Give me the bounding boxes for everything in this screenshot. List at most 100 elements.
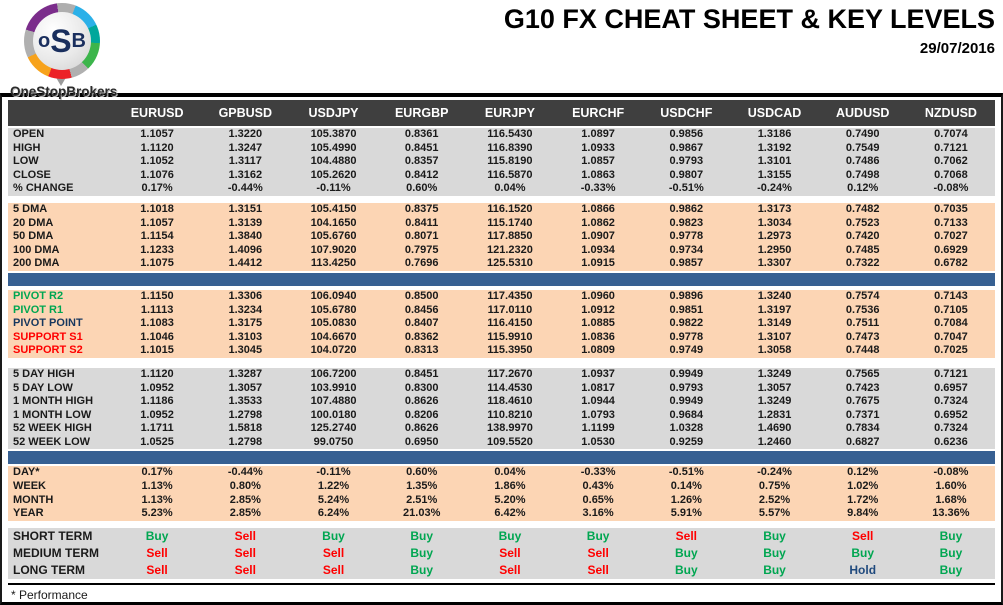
value-cell: 0.9684	[669, 408, 704, 421]
value-cell: 0.8412	[404, 168, 439, 181]
value-cell: 0.75%	[758, 480, 791, 493]
value-cell: 1.3175	[228, 317, 263, 330]
value-cell: 0.7025	[934, 344, 968, 357]
signal-cell: Buy	[145, 528, 169, 543]
value-cell: 1.3287	[228, 367, 263, 380]
value-cell: 0.6950	[404, 435, 439, 448]
value-cell: 0.7084	[934, 317, 968, 330]
value-cell: 1.3306	[228, 289, 263, 302]
column-header: USDCAD	[747, 106, 802, 120]
value-cell: 1.13%	[141, 480, 173, 493]
table-row: 5 DAY HIGH 1.1120 1.3287 106.7200 0.8451 117.…	[8, 368, 995, 382]
value-cell: 1.1154	[140, 230, 174, 243]
row-label: 20 DMA	[13, 216, 54, 229]
value-cell: 0.7549	[845, 141, 880, 154]
value-cell: 0.7322	[845, 257, 880, 270]
section-divider-bar	[8, 272, 995, 286]
value-cell: 1.1120	[140, 367, 174, 380]
value-cell: 1.68%	[935, 493, 967, 506]
signal-cell: Sell	[587, 562, 609, 577]
row-label: HIGH	[13, 141, 41, 154]
value-cell: 1.3840	[228, 230, 263, 243]
table-row: 1 MONTH LOW 1.0952 1.2798 100.0180 0.8206 110…	[8, 409, 995, 423]
value-cell: 0.7523	[845, 216, 880, 229]
value-cell: 0.8626	[404, 422, 439, 435]
value-cell: 0.9949	[669, 395, 704, 408]
value-cell: 1.0897	[581, 128, 615, 140]
value-cell: 1.3058	[757, 344, 792, 357]
row-label: 100 DMA	[13, 243, 60, 256]
section-performance: DAY* 0.17% -0.44% -0.11% 0.60% 0.04% -0.33% -0.…	[8, 466, 995, 521]
value-cell: 117.4350	[487, 289, 533, 302]
value-cell: 0.9793	[669, 155, 704, 168]
value-cell: 1.3249	[757, 395, 792, 408]
value-cell: 0.8313	[404, 344, 439, 357]
signal-cell: Sell	[675, 528, 697, 543]
value-cell: 1.2973	[757, 230, 792, 243]
value-cell: 0.43%	[582, 480, 614, 493]
value-cell: 1.3155	[757, 168, 792, 181]
value-cell: -0.11%	[316, 466, 351, 479]
value-cell: 1.2798	[228, 435, 263, 448]
value-cell: 0.9807	[669, 168, 704, 181]
value-cell: 0.9862	[669, 202, 704, 215]
value-cell: 0.8411	[405, 216, 439, 229]
row-label: CLOSE	[13, 168, 51, 181]
value-cell: 1.1015	[140, 344, 174, 357]
value-cell: 1.3151	[228, 202, 263, 215]
table-row: MONTH 1.13% 2.85% 5.24% 2.51% 5.20% 0.65% 1.26%…	[8, 494, 995, 508]
table-row: 5 DAY LOW 1.0952 1.3057 103.9910 0.8300 114.4…	[8, 382, 995, 396]
section-ohlc: OPEN 1.1057 1.3220 105.3870 0.8361 116.5430 1.…	[8, 128, 995, 196]
table-row: LONG TERM Sell Sell Sell Buy Sell Sell Buy Buy Ho…	[8, 562, 995, 579]
table-row: 50 DMA 1.1154 1.3840 105.6760 0.8071 117.8850…	[8, 230, 995, 244]
value-cell: 1.1711	[140, 422, 174, 435]
value-cell: 116.1520	[487, 202, 533, 215]
value-cell: 0.6236	[934, 435, 968, 448]
value-cell: 0.9823	[669, 216, 704, 229]
value-cell: 6.24%	[317, 507, 350, 520]
value-cell: 1.3192	[757, 141, 792, 154]
value-cell: 1.3057	[228, 381, 263, 394]
signal-cell: Buy	[939, 545, 963, 560]
row-label: DAY*	[13, 466, 40, 479]
value-cell: 0.80%	[229, 480, 261, 493]
value-cell: 125.5310	[486, 257, 533, 270]
value-cell: 1.0525	[140, 435, 174, 448]
value-cell: 1.2460	[757, 435, 792, 448]
table-row: WEEK 1.13% 0.80% 1.22% 1.35% 1.86% 0.43% 0.14% 0…	[8, 480, 995, 494]
value-cell: 105.6780	[310, 303, 357, 316]
row-label: 1 MONTH HIGH	[13, 395, 94, 408]
value-cell: 0.9734	[669, 243, 704, 256]
value-cell: 1.3307	[757, 257, 792, 270]
value-cell: -0.08%	[933, 182, 969, 195]
page-title: G10 FX CHEAT SHEET & KEY LEVELS	[503, 4, 995, 34]
value-cell: 1.1083	[140, 317, 174, 330]
value-cell: 1.0952	[140, 408, 174, 421]
value-cell: 5.20%	[494, 493, 526, 506]
value-cell: 121.2320	[486, 243, 533, 256]
value-cell: 0.17%	[141, 466, 173, 479]
value-cell: 1.35%	[406, 480, 438, 493]
value-cell: 9.84%	[847, 507, 879, 520]
value-cell: 0.7423	[845, 381, 880, 394]
table-row: SHORT TERM Buy Sell Buy Buy Buy Buy Sell Buy Sell…	[8, 528, 995, 545]
value-cell: 1.0836	[581, 330, 615, 343]
value-cell: 0.8357	[404, 155, 439, 168]
signal-cell: Buy	[410, 562, 434, 577]
value-cell: 1.1150	[140, 289, 174, 302]
table-row: 1 MONTH HIGH 1.1186 1.3533 107.4880 0.8626 11…	[8, 395, 995, 409]
row-label: SHORT TERM	[13, 528, 93, 543]
row-label: 5 DAY LOW	[13, 381, 73, 394]
table-row: SUPPORT S1 1.1046 1.3103 104.6670 0.8362 115.…	[8, 331, 995, 345]
column-header-row: EURUSD GPBUSD USDJPY EURGBP EURJPY EURCHF USDC…	[8, 100, 995, 126]
value-cell: 107.4880	[310, 395, 357, 408]
value-cell: 1.1018	[140, 202, 174, 215]
value-cell: 1.4690	[757, 422, 792, 435]
value-cell: 0.7536	[845, 303, 880, 316]
value-cell: 0.8362	[404, 330, 439, 343]
column-header: EURCHF	[572, 106, 625, 120]
signal-cell: Buy	[939, 528, 963, 543]
value-cell: 0.7047	[934, 330, 968, 343]
